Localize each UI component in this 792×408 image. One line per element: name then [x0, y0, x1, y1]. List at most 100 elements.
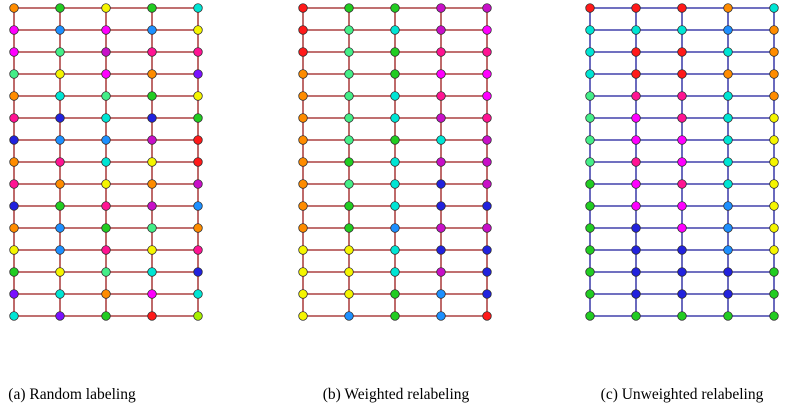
grid-node — [344, 135, 354, 145]
grid-node — [55, 47, 65, 57]
grid-node — [482, 69, 492, 79]
grid-node — [585, 113, 595, 123]
grid-node — [193, 25, 203, 35]
grid-node — [482, 201, 492, 211]
grid-node — [631, 113, 641, 123]
grid-node — [193, 47, 203, 57]
grid-node — [298, 311, 308, 321]
grid-node — [390, 135, 400, 145]
grid-node — [769, 179, 779, 189]
grid-node — [9, 157, 19, 167]
grid-node — [723, 157, 733, 167]
grid-node — [631, 3, 641, 13]
grid-node — [55, 113, 65, 123]
grid-node — [344, 69, 354, 79]
grid-node — [298, 245, 308, 255]
grid-node — [631, 69, 641, 79]
grid-node — [769, 245, 779, 255]
grid-node — [55, 289, 65, 299]
grid-node — [769, 47, 779, 57]
grid-node — [9, 311, 19, 321]
grid-node — [298, 69, 308, 79]
grid-node — [55, 223, 65, 233]
grid-node — [436, 157, 446, 167]
grid-node — [147, 267, 157, 277]
grid-node — [436, 201, 446, 211]
grid-node — [677, 179, 687, 189]
grid-node — [436, 25, 446, 35]
grid-node — [193, 113, 203, 123]
panel-c-unweighted — [585, 3, 779, 321]
grid-node — [390, 3, 400, 13]
grid-node — [631, 25, 641, 35]
grid-node — [55, 3, 65, 13]
panel-b-weighted — [298, 3, 492, 321]
grid-node — [436, 91, 446, 101]
grid-node — [723, 289, 733, 299]
grid-node — [193, 267, 203, 277]
grid-node — [101, 311, 111, 321]
grid-node — [482, 113, 492, 123]
grid-node — [631, 157, 641, 167]
grid-node — [147, 245, 157, 255]
grid-node — [631, 223, 641, 233]
grid-node — [344, 157, 354, 167]
grid-node — [677, 135, 687, 145]
grid-node — [344, 223, 354, 233]
grid-node — [769, 25, 779, 35]
grid-node — [631, 135, 641, 145]
grid-node — [585, 25, 595, 35]
grid-node — [101, 135, 111, 145]
grid-node — [344, 47, 354, 57]
grid-node — [9, 201, 19, 211]
grid-node — [101, 157, 111, 167]
grid-node — [482, 223, 492, 233]
grid-node — [9, 113, 19, 123]
grid-node — [344, 245, 354, 255]
grid-node — [55, 135, 65, 145]
grid-node — [482, 135, 492, 145]
grid-node — [436, 289, 446, 299]
grid-node — [390, 289, 400, 299]
grid-node — [101, 69, 111, 79]
grid-node — [482, 47, 492, 57]
grid-node — [723, 267, 733, 277]
grid-node — [298, 91, 308, 101]
grid-node — [723, 47, 733, 57]
grid-node — [147, 157, 157, 167]
grid-node — [9, 47, 19, 57]
grid-node — [677, 157, 687, 167]
grid-node — [9, 245, 19, 255]
grid-node — [723, 69, 733, 79]
grid-node — [723, 113, 733, 123]
grid-node — [677, 289, 687, 299]
grid-node — [9, 289, 19, 299]
grid-node — [344, 91, 354, 101]
grid-node — [631, 91, 641, 101]
grid-node — [436, 311, 446, 321]
grid-node — [769, 3, 779, 13]
grid-node — [193, 223, 203, 233]
grid-node — [769, 311, 779, 321]
grid-node — [482, 267, 492, 277]
grid-node — [585, 135, 595, 145]
grid-node — [298, 3, 308, 13]
grid-node — [723, 3, 733, 13]
grid-node — [677, 3, 687, 13]
grid-node — [677, 223, 687, 233]
grid-node — [723, 311, 733, 321]
grid-node — [298, 223, 308, 233]
grid-node — [390, 267, 400, 277]
grid-node — [9, 3, 19, 13]
grid-node — [723, 91, 733, 101]
grid-node — [147, 135, 157, 145]
grid-node — [482, 245, 492, 255]
grid-node — [769, 201, 779, 211]
grid-node — [147, 289, 157, 299]
grid-node — [631, 179, 641, 189]
grid-node — [482, 157, 492, 167]
grid-node — [193, 3, 203, 13]
grid-node — [55, 91, 65, 101]
grid-node — [390, 47, 400, 57]
grid-node — [193, 91, 203, 101]
